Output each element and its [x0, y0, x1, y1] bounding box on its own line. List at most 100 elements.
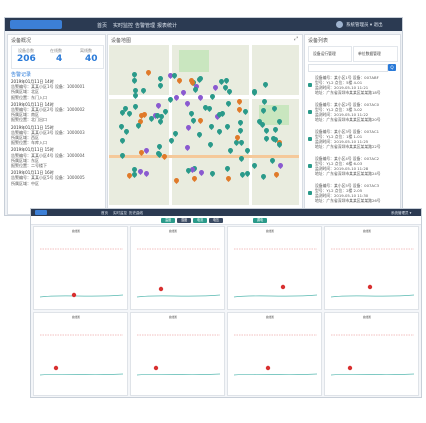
map-marker-icon[interactable] — [196, 94, 204, 102]
event-item[interactable]: 2019年01月11日 15时 告警编号：某某小区4号 设备：1000004 所… — [11, 147, 103, 168]
nav-report[interactable]: 报表统计 — [157, 23, 178, 29]
nav-home[interactable]: 首页 — [97, 23, 108, 29]
list-item[interactable]: 设备编号：某小区3号 设备：007AC1 型号：YJ-2 点位：1楼 1-01 … — [308, 129, 397, 156]
map-marker-icon[interactable] — [227, 146, 235, 154]
event-item[interactable]: 2019年01月11日 14时 告警编号：某某小区1号 设备：1000001 所… — [11, 79, 103, 100]
map-marker-icon[interactable] — [206, 140, 214, 148]
map-marker-icon[interactable] — [171, 130, 179, 138]
card-device-management[interactable]: 设备运行管理 — [308, 46, 352, 62]
map-marker-icon[interactable] — [143, 170, 151, 178]
checkbox[interactable] — [308, 164, 312, 168]
map-marker-icon[interactable] — [173, 176, 181, 184]
user-menu[interactable]: 系统管理员 ▾ 退出 — [346, 23, 383, 28]
map-marker-icon[interactable] — [118, 137, 126, 145]
map-marker-icon[interactable] — [236, 126, 244, 135]
map-marker-icon[interactable] — [184, 123, 192, 131]
map-marker-icon[interactable] — [209, 92, 217, 100]
event-item[interactable]: 2019年01月11日 15时 告警编号：某某小区3号 设备：1000003 所… — [11, 125, 103, 146]
map-marker-icon[interactable] — [259, 173, 267, 181]
checkbox[interactable] — [308, 110, 312, 114]
tab-leakage[interactable]: 漏电 — [253, 217, 267, 223]
map-marker-icon[interactable] — [235, 98, 243, 106]
tab-temperature[interactable]: 温度 — [161, 217, 175, 223]
map-marker-icon[interactable] — [122, 128, 130, 136]
list-line: 设备编号：某小区3号 设备：007AC1 — [315, 129, 380, 134]
tab-voltage[interactable]: 电压 — [209, 217, 223, 223]
fullscreen-icon[interactable]: ⤢ — [294, 36, 299, 42]
map-marker-icon[interactable] — [184, 167, 192, 175]
map-marker-icon[interactable] — [225, 99, 233, 107]
map-marker-icon[interactable] — [196, 130, 204, 138]
map-marker-icon[interactable] — [161, 153, 169, 161]
map-marker-icon[interactable] — [269, 157, 277, 165]
list-item[interactable]: 设备编号：某小区5号 设备：007AC3 型号：YJ-2 点位：2楼 2-05 … — [308, 183, 397, 210]
map-marker-icon[interactable] — [154, 101, 162, 109]
nav-alarm[interactable]: 告警管理 — [135, 23, 156, 29]
map-marker-icon[interactable] — [144, 69, 152, 77]
map-marker-icon[interactable] — [155, 142, 163, 150]
checkbox[interactable] — [308, 83, 312, 87]
map-marker-icon[interactable] — [157, 82, 165, 90]
map-marker-icon[interactable] — [225, 174, 233, 182]
event-item[interactable]: 2019年01月11日 14时 告警编号：某某小区2号 设备：1000002 所… — [11, 102, 103, 123]
tab-current[interactable]: 电流 — [193, 217, 207, 223]
nav-history[interactable]: 历史曲线 — [129, 210, 143, 215]
map-marker-icon[interactable] — [223, 164, 231, 172]
map-marker-icon[interactable] — [277, 162, 285, 170]
list-item[interactable]: 设备编号：某小区1号 设备：007ABF 型号：YJ-2 点位：5楼 4-01 … — [308, 75, 397, 102]
map-marker-icon[interactable] — [126, 109, 134, 117]
map-marker-icon[interactable] — [250, 161, 258, 169]
map-marker-icon[interactable] — [132, 102, 140, 110]
map-marker-icon[interactable] — [173, 94, 181, 102]
map-marker-icon[interactable] — [223, 122, 231, 131]
map-marker-icon[interactable] — [191, 175, 199, 183]
nav-monitor[interactable]: 实时监控 — [113, 23, 134, 29]
map-marker-icon[interactable] — [209, 169, 217, 177]
map-marker-icon[interactable] — [244, 146, 252, 154]
map-marker-icon[interactable] — [119, 152, 127, 160]
map-marker-icon[interactable] — [241, 107, 249, 115]
map-marker-icon[interactable] — [167, 136, 175, 144]
map-marker-icon[interactable] — [183, 143, 191, 151]
map-marker-icon[interactable] — [226, 87, 234, 95]
map-marker-icon[interactable] — [261, 98, 269, 106]
map-marker-icon[interactable] — [207, 122, 215, 130]
nav-home[interactable]: 首页 — [101, 210, 108, 215]
map-marker-icon[interactable] — [139, 87, 147, 95]
map-marker-icon[interactable] — [271, 125, 279, 133]
search-button[interactable]: Q — [388, 64, 396, 71]
list-item[interactable]: 设备编号：某小区2号 设备：007AC0 型号：YJ-2 点位：3楼 3-02 … — [308, 102, 397, 129]
map-marker-icon[interactable] — [190, 117, 198, 125]
map-marker-icon[interactable] — [131, 76, 139, 84]
tab-humidity[interactable]: 湿度 — [177, 217, 191, 223]
map-marker-icon[interactable] — [236, 119, 244, 127]
nav-monitor[interactable]: 实时监控 — [113, 210, 127, 215]
device-search-input[interactable] — [308, 64, 388, 72]
map-marker-icon[interactable] — [180, 89, 188, 97]
map-marker-icon[interactable] — [188, 110, 196, 118]
map-marker-icon[interactable] — [156, 74, 165, 82]
map-marker-icon[interactable] — [263, 134, 271, 142]
map-marker-icon[interactable] — [183, 100, 191, 108]
map-marker-icon[interactable] — [211, 83, 219, 91]
map-marker-icon[interactable] — [175, 77, 183, 85]
map-marker-icon[interactable] — [270, 104, 278, 112]
map-marker-icon[interactable] — [238, 155, 246, 163]
map-marker-icon[interactable] — [260, 106, 268, 114]
event-item[interactable]: 2019年01月11日 16时 告警编号：某某小区5号 设备：1000005 所… — [11, 170, 103, 186]
map-marker-icon[interactable] — [197, 168, 205, 176]
map-marker-icon[interactable] — [262, 127, 271, 135]
device-map[interactable] — [109, 45, 299, 205]
map-marker-icon[interactable] — [261, 80, 270, 88]
checkbox[interactable] — [308, 191, 312, 195]
map-marker-icon[interactable] — [272, 170, 280, 178]
checkbox[interactable] — [308, 137, 312, 141]
user-menu[interactable]: 系统管理员 ▾ — [391, 210, 412, 215]
card-unit-data[interactable]: 单位数据管理 — [353, 46, 398, 62]
map-marker-icon[interactable] — [275, 117, 283, 126]
list-item[interactable]: 设备编号：某小区4号 设备：007AC2 型号：YJ-2 点位：6楼 6-03 … — [308, 156, 397, 183]
map-marker-icon[interactable] — [216, 128, 224, 136]
user-avatar[interactable] — [336, 21, 343, 28]
map-marker-icon[interactable] — [197, 117, 205, 125]
map-marker-icon[interactable] — [131, 92, 139, 100]
